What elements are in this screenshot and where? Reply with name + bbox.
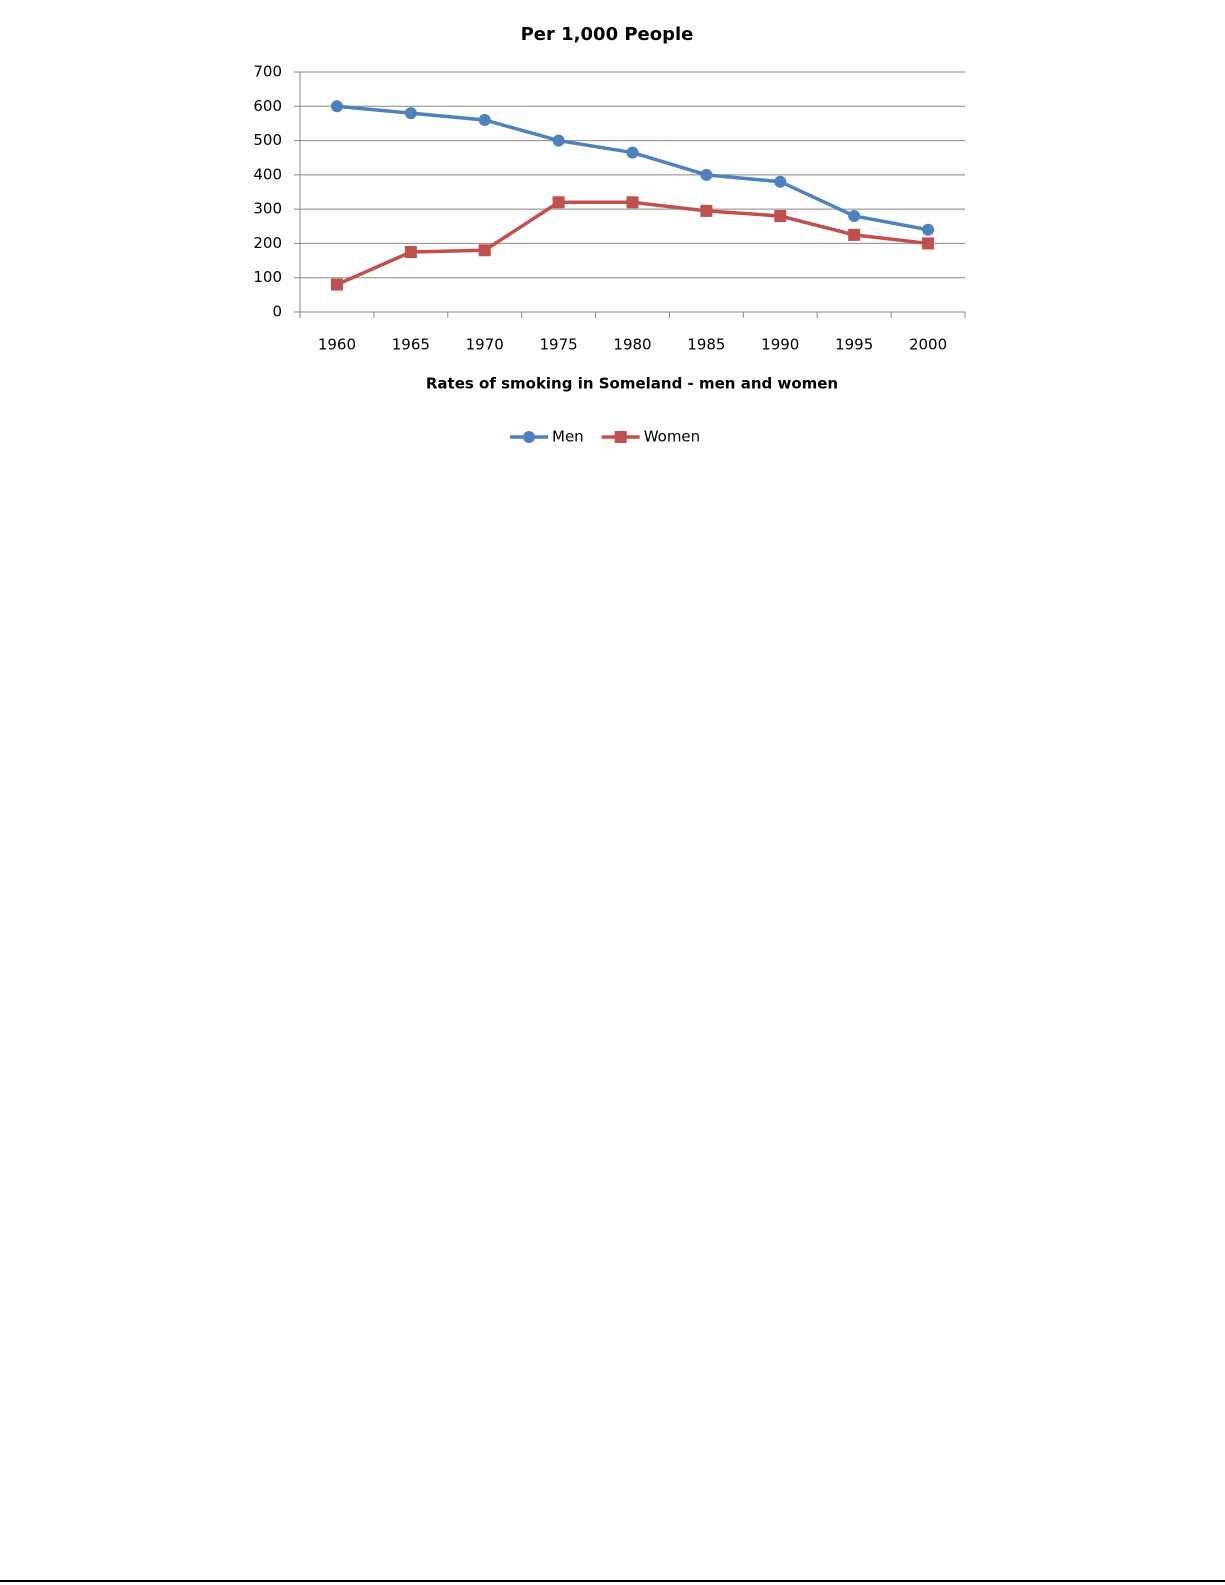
x-tick-label: 2000 [909,336,947,354]
chart-title: Per 1,000 People [521,24,694,45]
point [774,210,787,222]
legend-marker [523,431,535,443]
legend-marker [614,431,627,443]
point [922,223,935,236]
point [330,100,343,113]
point [700,168,713,181]
y-tick-label: 400 [253,165,282,183]
legend-label: Men [552,428,584,446]
x-tick-label: 1990 [761,336,799,354]
point [404,107,417,120]
point [848,210,861,222]
y-tick-label: 300 [253,200,282,218]
point [774,175,787,188]
x-tick-label: 1995 [835,336,873,354]
point [626,146,639,159]
y-tick-label: 500 [253,131,282,149]
legend-label: Women [644,428,700,446]
x-tick-label: 1985 [687,336,725,354]
point [478,114,491,126]
x-tick-label: 1975 [540,336,578,354]
point [552,196,565,209]
point [330,278,343,291]
y-tick-label: 200 [253,234,282,252]
y-tick-label: 600 [253,97,282,115]
point [700,204,713,217]
x-tick-label: 1970 [466,336,504,354]
x-tick-label: 1965 [392,336,430,354]
line [336,104,929,232]
point [848,228,861,241]
x-tick-label: 1960 [318,336,356,354]
point [478,244,491,257]
point [922,237,935,250]
y-tick-label: 0 [272,303,282,321]
x-tick-label: 1980 [613,336,651,354]
y-tick-label: 700 [253,63,282,81]
y-tick-label: 100 [253,268,282,286]
point [404,246,417,258]
point [626,196,639,209]
x-axis-title: Rates of smoking in Someland - men and w… [426,375,838,393]
point [552,134,565,147]
